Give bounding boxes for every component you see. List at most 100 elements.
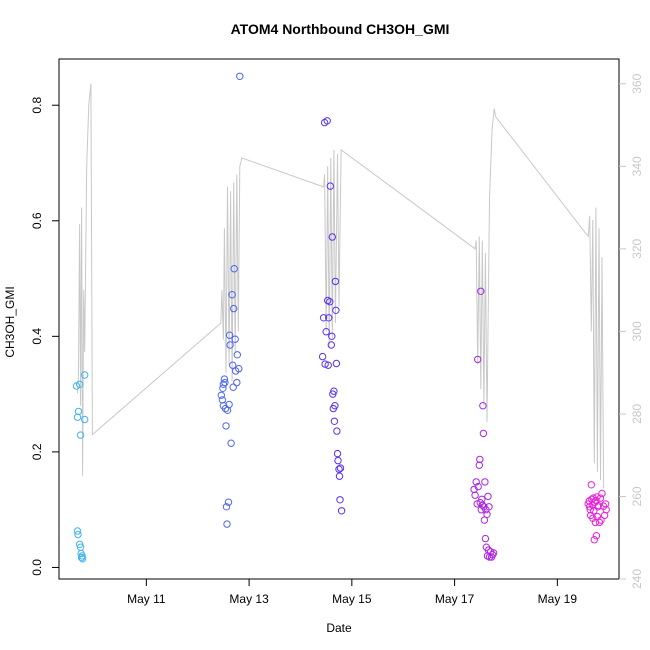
scatter-point bbox=[479, 429, 488, 438]
scatter-point bbox=[220, 375, 229, 383]
scatter-point bbox=[336, 496, 344, 504]
scatter-point bbox=[76, 431, 85, 439]
right-y-axis: 240 260 280 300 320 340 360 bbox=[619, 73, 644, 589]
scatter-point bbox=[318, 352, 327, 361]
scatter-point bbox=[481, 478, 489, 486]
scatter-point bbox=[328, 233, 336, 241]
y-tick-label: 0.8 bbox=[30, 97, 44, 114]
scatter-point bbox=[75, 380, 84, 388]
scatter-point bbox=[222, 422, 230, 430]
scatter-point bbox=[78, 555, 87, 563]
scatter-point bbox=[225, 331, 234, 339]
scatter-point bbox=[489, 549, 498, 557]
scatter-point bbox=[331, 277, 340, 286]
scatter-point bbox=[590, 507, 598, 515]
scatter-point bbox=[474, 355, 482, 364]
scatter-point bbox=[478, 501, 486, 509]
scatter-point bbox=[236, 72, 244, 81]
scatter-point bbox=[319, 314, 328, 322]
scatter-point bbox=[587, 481, 595, 489]
y-axis-label: CH3OH_GMI bbox=[3, 286, 17, 357]
x-tick-label: May 15 bbox=[332, 592, 372, 606]
scatter-point bbox=[485, 503, 493, 511]
scatter-point bbox=[479, 402, 487, 410]
right-y-tick-label: 280 bbox=[630, 404, 644, 424]
scatter-point bbox=[321, 360, 329, 368]
scatter-point bbox=[596, 494, 605, 502]
scatter-point bbox=[475, 461, 483, 469]
scatter-point bbox=[601, 500, 610, 508]
scatter-point bbox=[78, 552, 86, 560]
scatter-point bbox=[337, 507, 346, 515]
scatter-point bbox=[335, 472, 344, 480]
right-y-tick-label: 260 bbox=[630, 486, 644, 506]
scatter-point bbox=[227, 439, 235, 447]
scatter-point bbox=[602, 506, 610, 514]
scatter-point bbox=[222, 503, 231, 511]
scatter-point bbox=[488, 551, 497, 559]
scatter-point bbox=[334, 456, 342, 465]
scatter-point bbox=[471, 491, 479, 499]
scatter-point bbox=[326, 298, 334, 306]
right-y-tick-label: 300 bbox=[630, 321, 644, 341]
scatter-point bbox=[330, 417, 339, 425]
scatter-point bbox=[336, 464, 345, 472]
scatter-point bbox=[326, 182, 334, 190]
scatter-point bbox=[217, 391, 226, 399]
scatter-point bbox=[472, 478, 480, 486]
scatter-point bbox=[221, 404, 230, 413]
scatter-point bbox=[477, 287, 485, 295]
x-axis-label: Date bbox=[326, 621, 352, 635]
scatter-point bbox=[81, 371, 89, 379]
scatter-point bbox=[74, 407, 83, 416]
scatter-point bbox=[589, 494, 597, 502]
scatter-series bbox=[72, 72, 610, 563]
scatter-point bbox=[478, 495, 486, 503]
line-series bbox=[77, 83, 605, 489]
scatter-point bbox=[235, 365, 243, 373]
scatter-point bbox=[598, 489, 606, 498]
scatter-point bbox=[331, 402, 339, 410]
scatter-point bbox=[481, 534, 490, 543]
scatter-point bbox=[228, 291, 236, 299]
scatter-point bbox=[229, 361, 237, 369]
scatter-point bbox=[233, 378, 241, 387]
scatter-point bbox=[221, 378, 229, 387]
x-axis: May 11 May 13 May 15 May 17 May 19 bbox=[127, 579, 577, 606]
scatter-point bbox=[233, 351, 242, 359]
y-axis: 0.0 0.2 0.4 0.6 0.8 bbox=[30, 97, 59, 576]
scatter-point bbox=[230, 265, 238, 273]
right-y-tick-label: 320 bbox=[630, 239, 644, 259]
y-tick-label: 0.0 bbox=[30, 559, 44, 576]
scatter-point bbox=[230, 304, 238, 313]
right-y-tick-label: 240 bbox=[630, 569, 644, 589]
scatter-point bbox=[81, 415, 89, 424]
x-tick-label: May 11 bbox=[127, 592, 166, 606]
scatter-point bbox=[484, 492, 492, 501]
x-tick-label: May 13 bbox=[229, 592, 269, 606]
scatter-point bbox=[476, 499, 484, 507]
scatter-point bbox=[224, 498, 233, 506]
scatter-point bbox=[229, 383, 237, 391]
scatter-point bbox=[594, 501, 603, 510]
scatter-point bbox=[592, 532, 601, 540]
right-y-tick-label: 340 bbox=[630, 156, 644, 176]
scatter-point bbox=[327, 341, 335, 349]
y-tick-label: 0.6 bbox=[30, 212, 44, 229]
scatter-point bbox=[332, 306, 340, 314]
scatter-point bbox=[324, 361, 332, 369]
scatter-point bbox=[589, 514, 597, 522]
scatter-point bbox=[483, 510, 491, 518]
scatter-point bbox=[325, 314, 333, 322]
scatter-point bbox=[223, 520, 231, 528]
scatter-point bbox=[330, 387, 338, 395]
scatter-point bbox=[593, 493, 601, 501]
x-tick-label: May 17 bbox=[435, 592, 475, 606]
scatter-point bbox=[226, 341, 234, 349]
scatter-point bbox=[474, 482, 482, 491]
chart-title: ATOM4 Northbound CH3OH_GMI bbox=[231, 21, 450, 37]
scatter-point bbox=[476, 455, 484, 464]
scatter-point bbox=[335, 465, 343, 473]
x-tick-label: May 19 bbox=[538, 592, 578, 606]
